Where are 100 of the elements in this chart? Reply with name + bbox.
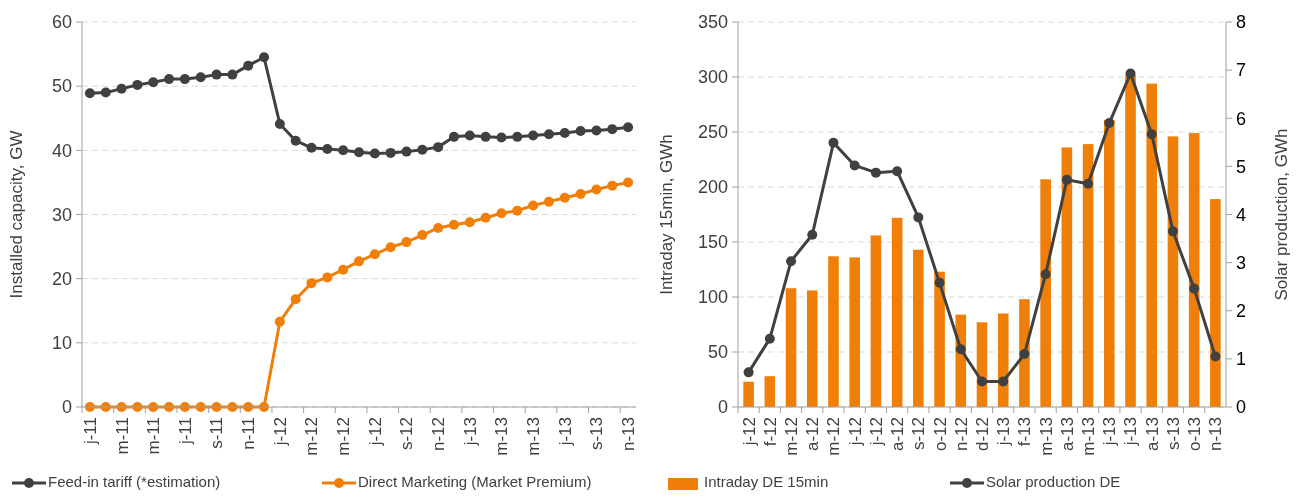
point bbox=[786, 256, 797, 267]
x-tick-label: s-13 bbox=[1163, 417, 1183, 451]
bar bbox=[891, 217, 903, 407]
point bbox=[1061, 174, 1072, 185]
point bbox=[1019, 349, 1030, 360]
x-tick-label: m-13 bbox=[1079, 417, 1099, 456]
point bbox=[148, 77, 159, 88]
point bbox=[480, 131, 491, 142]
point bbox=[338, 264, 349, 275]
x-tick-label: j-13 bbox=[555, 417, 575, 447]
bar bbox=[1104, 119, 1115, 407]
bar bbox=[913, 249, 924, 407]
bar bbox=[1125, 74, 1136, 407]
point bbox=[1210, 351, 1221, 362]
x-tick-label: j-12 bbox=[270, 417, 290, 447]
point bbox=[338, 145, 349, 156]
x-tick-label: j-11 bbox=[175, 417, 195, 446]
point bbox=[807, 229, 818, 240]
x-tick-label: j-13 bbox=[1100, 417, 1120, 447]
point bbox=[290, 135, 301, 146]
point bbox=[243, 60, 254, 71]
y-tick-label: 40 bbox=[51, 140, 72, 161]
point bbox=[591, 125, 602, 136]
point bbox=[1104, 118, 1115, 129]
point bbox=[433, 142, 444, 153]
y-tick-label: 10 bbox=[51, 333, 72, 354]
y2-tick-label: 0 bbox=[1236, 397, 1247, 418]
point bbox=[955, 344, 966, 355]
x-tick-label: a-12 bbox=[803, 417, 823, 452]
x-tick-label: n-12 bbox=[429, 417, 449, 452]
y2-axis-title: Solar production, GWh bbox=[1272, 128, 1291, 301]
x-tick-label: m-11 bbox=[112, 417, 132, 455]
point bbox=[179, 74, 190, 85]
point bbox=[100, 87, 111, 98]
x-tick-label: f-12 bbox=[760, 417, 780, 447]
y-tick-label: 0 bbox=[717, 397, 728, 418]
y2-tick-label: 7 bbox=[1236, 60, 1247, 81]
y-tick-label: 350 bbox=[697, 12, 728, 33]
point bbox=[512, 205, 523, 216]
point bbox=[764, 333, 775, 344]
point bbox=[306, 142, 317, 153]
x-tick-label: m-13 bbox=[524, 417, 544, 456]
y-tick-label: 30 bbox=[51, 204, 72, 225]
x-tick-label: s-12 bbox=[397, 417, 417, 451]
point bbox=[743, 367, 754, 378]
y-tick-label: 250 bbox=[697, 122, 728, 143]
point bbox=[559, 128, 570, 139]
bar bbox=[1210, 199, 1221, 407]
y2-tick-label: 6 bbox=[1236, 108, 1247, 129]
point bbox=[417, 230, 428, 241]
point bbox=[385, 242, 396, 253]
point bbox=[322, 144, 333, 155]
point bbox=[116, 83, 127, 94]
point bbox=[528, 130, 539, 141]
point bbox=[1125, 68, 1136, 79]
point bbox=[913, 212, 924, 223]
point bbox=[543, 196, 554, 207]
bar bbox=[1061, 147, 1073, 407]
x-tick-label: a-12 bbox=[888, 417, 908, 452]
legend-label: Feed-in tariff (*estimation) bbox=[48, 473, 221, 490]
legend-label: Direct Marketing (Market Premium) bbox=[358, 473, 592, 490]
point bbox=[828, 137, 839, 148]
point bbox=[1146, 129, 1157, 140]
point bbox=[575, 126, 586, 137]
point bbox=[354, 147, 364, 158]
point bbox=[401, 237, 412, 248]
y2-tick-label: 5 bbox=[1236, 156, 1247, 177]
point bbox=[417, 144, 428, 155]
legend-label: Intraday DE 15min bbox=[704, 473, 829, 490]
point bbox=[448, 131, 459, 142]
x-tick-label: m-12 bbox=[824, 417, 844, 456]
x-tick-label: s-11 bbox=[207, 417, 227, 449]
y-axis-title: Intraday 15min, GWh bbox=[657, 134, 676, 295]
x-tick-label: j-13 bbox=[460, 417, 480, 447]
point bbox=[512, 131, 523, 142]
bar bbox=[934, 271, 945, 407]
bar bbox=[997, 313, 1009, 407]
y-tick-label: 300 bbox=[697, 67, 728, 88]
x-tick-label: m-13 bbox=[492, 417, 512, 456]
point bbox=[607, 180, 618, 191]
point bbox=[290, 294, 301, 305]
point bbox=[977, 376, 987, 387]
y-tick-label: 50 bbox=[707, 342, 728, 363]
x-tick-label: j-12 bbox=[739, 417, 759, 447]
point bbox=[84, 88, 95, 99]
x-tick-label: m-12 bbox=[302, 417, 322, 456]
point bbox=[591, 184, 602, 195]
y-tick-label: 20 bbox=[51, 268, 72, 289]
x-tick-label: j-13 bbox=[1121, 417, 1141, 447]
x-tick-label: n-13 bbox=[619, 417, 639, 452]
point bbox=[306, 278, 317, 289]
point bbox=[274, 316, 285, 327]
legend-label: Solar production DE bbox=[986, 473, 1121, 490]
point bbox=[274, 119, 285, 130]
point bbox=[870, 167, 881, 178]
bar bbox=[806, 290, 818, 407]
point bbox=[195, 72, 206, 83]
point bbox=[227, 69, 238, 80]
bar bbox=[870, 235, 882, 407]
y2-tick-label: 4 bbox=[1236, 204, 1247, 225]
